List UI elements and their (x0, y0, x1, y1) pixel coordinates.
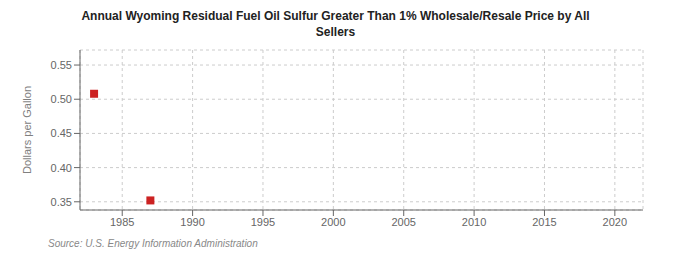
svg-text:0.45: 0.45 (51, 127, 72, 139)
svg-text:2000: 2000 (321, 216, 345, 228)
svg-text:2015: 2015 (532, 216, 556, 228)
svg-text:0.35: 0.35 (51, 196, 72, 208)
svg-text:0.40: 0.40 (51, 162, 72, 174)
html-text:Annual Wyoming Residual Fuel O: Annual Wyoming Residual Fuel Oil Sulfur … (81, 9, 590, 39)
svg-text:1990: 1990 (180, 216, 204, 228)
svg-text:1985: 1985 (110, 216, 134, 228)
svg-text:2005: 2005 (391, 216, 415, 228)
svg-text:Dollars per Gallon: Dollars per Gallon (21, 86, 33, 174)
svg-text:1995: 1995 (251, 216, 275, 228)
svg-text:2010: 2010 (462, 216, 486, 228)
svg-text:2020: 2020 (603, 216, 627, 228)
svg-text:0.55: 0.55 (51, 59, 72, 71)
svg-text:0.50: 0.50 (51, 93, 72, 105)
html-text:Source: U.S. Energy Informatio: Source: U.S. Energy Information Administ… (48, 238, 258, 249)
